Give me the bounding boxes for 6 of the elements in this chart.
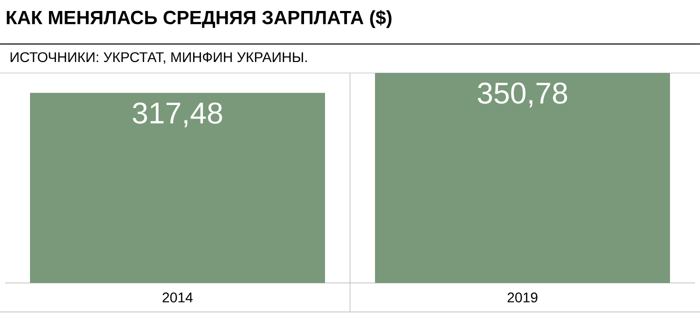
x-tick-label: 2014 xyxy=(162,292,193,302)
data-label: 317,48 xyxy=(132,102,222,128)
text: ИСТОЧНИКИ: УКРСТАТ, МИНФИН УКРАИНЫ. xyxy=(10,52,307,64)
x-tick-label: 2019 xyxy=(508,292,538,302)
data-label: 350,78 xyxy=(478,82,568,108)
chart-title: КАК МЕНЯЛАСЬ СРЕДНЯЯ ЗАРПЛАТА ($) xyxy=(6,10,392,28)
